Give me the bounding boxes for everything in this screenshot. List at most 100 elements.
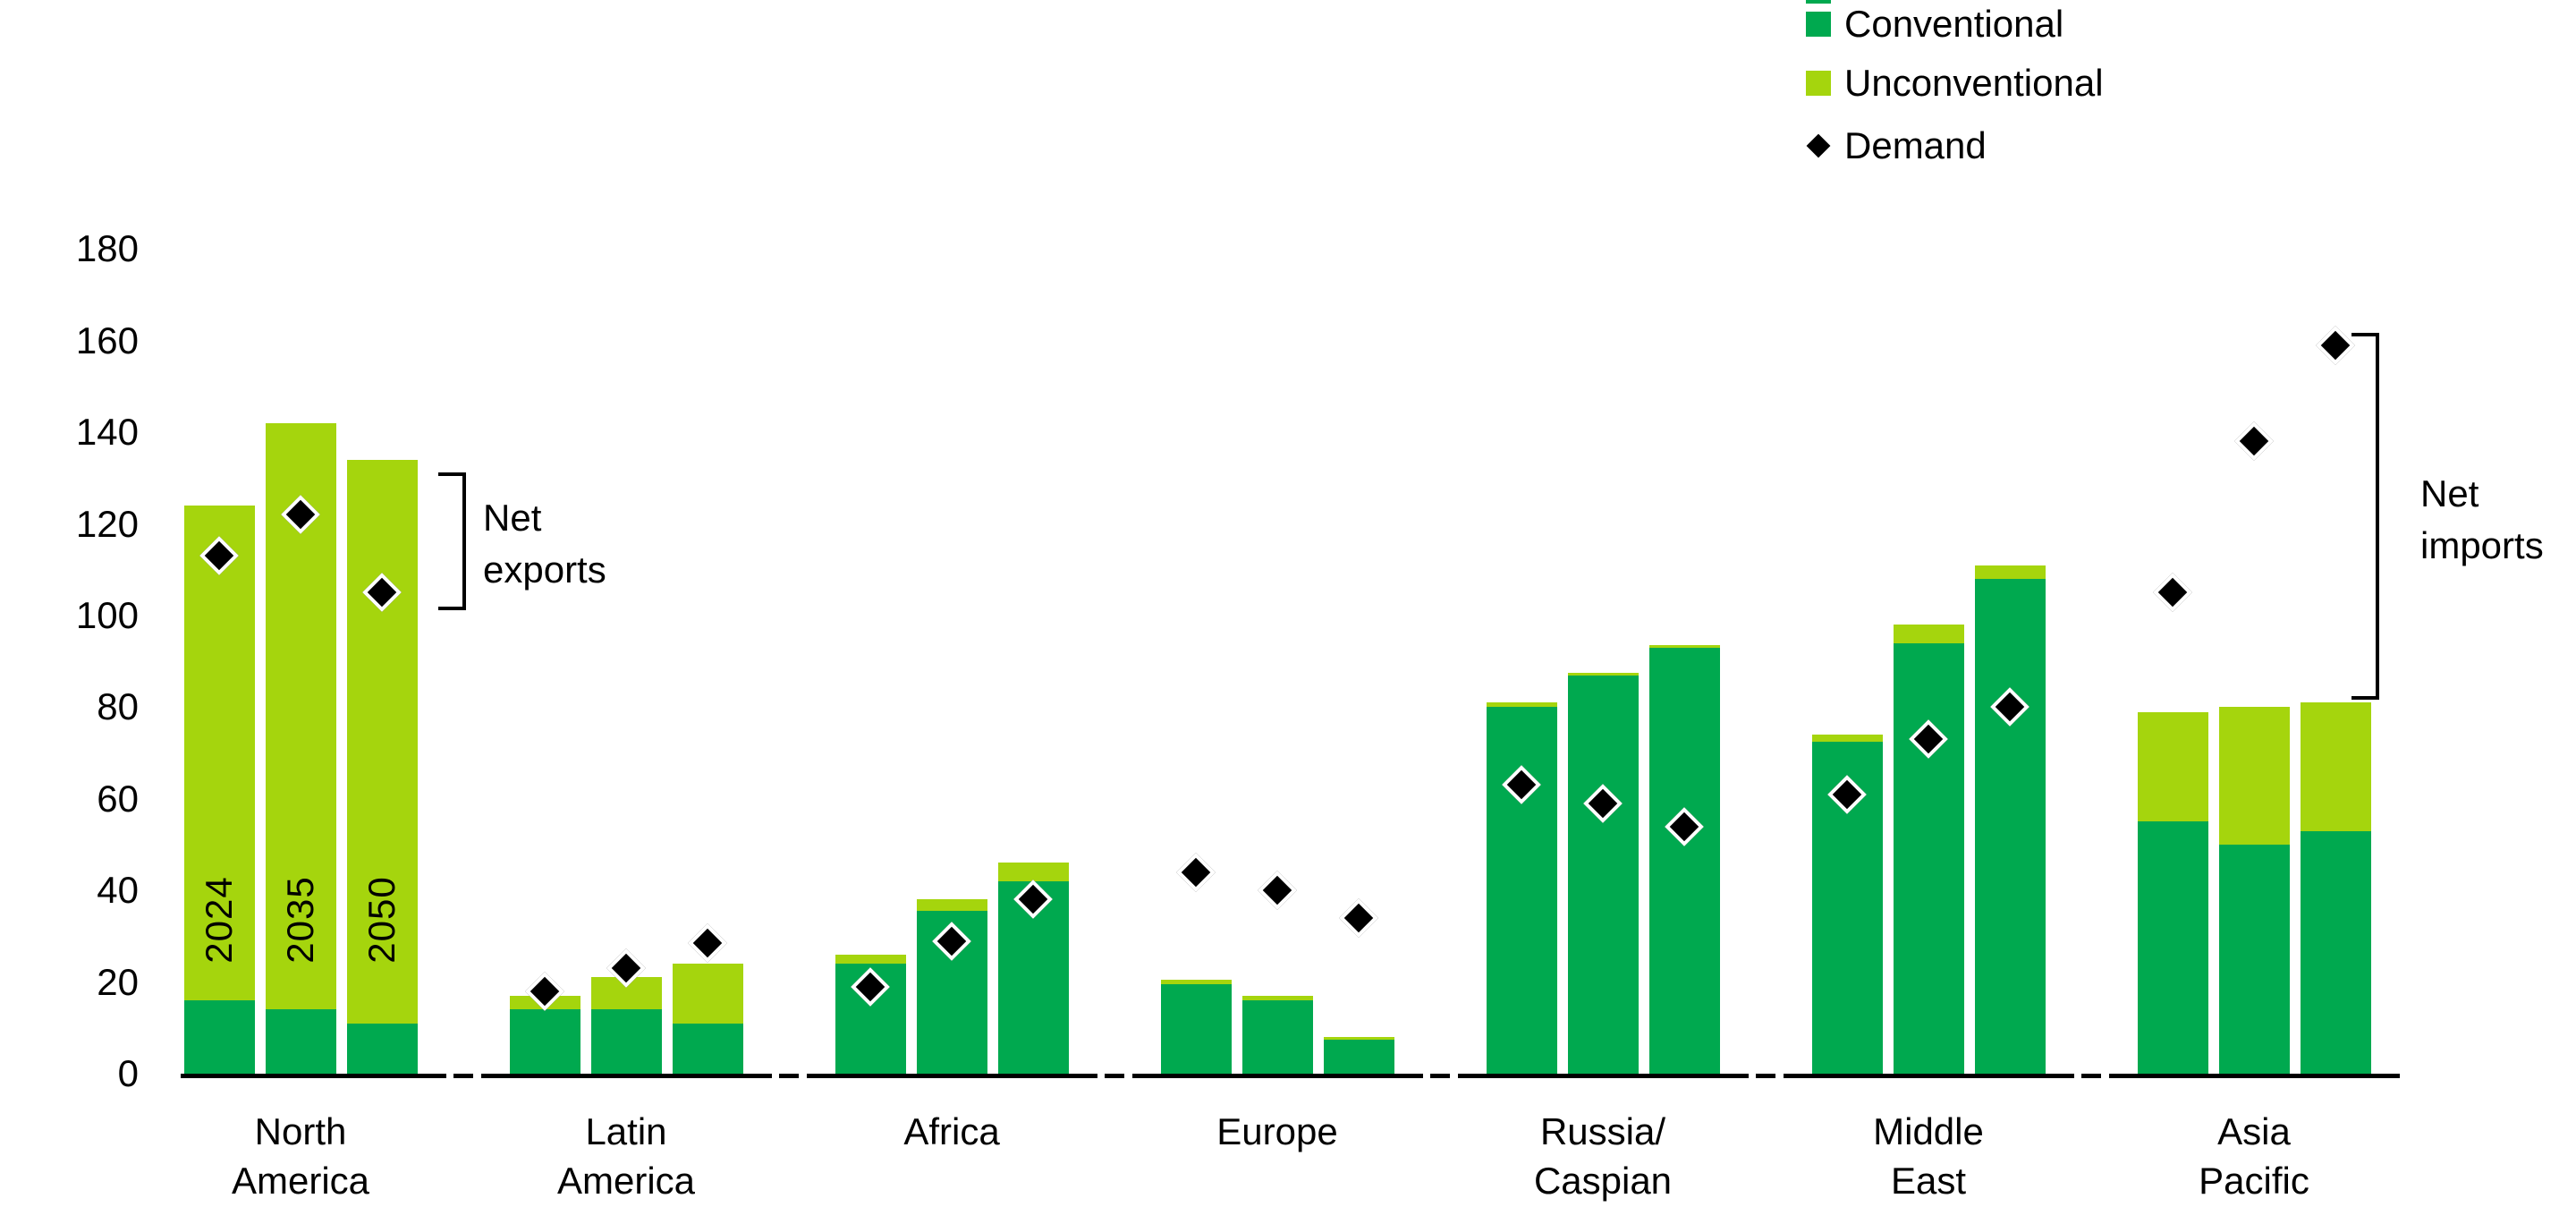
bar-segment-conventional (2218, 845, 2290, 1074)
y-axis-tick-label: 40 (97, 869, 139, 912)
x-axis-category-label-line: Africa (903, 1110, 1000, 1152)
annotation-bracket-vertical (2376, 333, 2379, 701)
demand-marker (1339, 897, 1378, 938)
x-axis-category-label-line: Latin (585, 1110, 667, 1152)
bar-segment-unconventional (2218, 707, 2290, 845)
x-axis-category-label: Russia/Caspian (1424, 1107, 1782, 1205)
y-axis-tick-label: 160 (75, 319, 139, 361)
bar-segment-conventional (2300, 830, 2371, 1074)
x-axis-category-label: Latin America (447, 1107, 805, 1205)
legend-cropped-swatch-sliver (1806, 0, 1831, 4)
x-axis-category-label: Middle East (1750, 1107, 2107, 1205)
bar-segment-unconventional (346, 459, 418, 1024)
x-axis-category-label-line: Europe (1216, 1110, 1338, 1152)
bar-segment-conventional (1974, 579, 2046, 1074)
demand-marker (1258, 871, 1297, 911)
x-axis-category-label: Europe (1098, 1107, 1456, 1156)
bar-segment-unconventional (1811, 735, 1883, 742)
x-axis-dash (2081, 1074, 2101, 1078)
bar-segment-conventional (183, 1000, 255, 1074)
x-axis-segment (1457, 1074, 1749, 1078)
legend-item-label: Unconventional (1844, 62, 2104, 104)
bar-segment-unconventional (1567, 673, 1639, 676)
bar-segment-unconventional (1893, 625, 1964, 643)
x-axis-category-label: Asia Pacific (2075, 1107, 2433, 1205)
bar-segment-unconventional (1323, 1037, 1394, 1040)
bar-segment-conventional (509, 1009, 580, 1074)
legend-swatch-unconventional (1806, 71, 1831, 96)
legend-swatch-conventional (1806, 12, 1831, 37)
x-axis-category-label-line: America (556, 1160, 696, 1202)
bar-segment-unconventional (672, 964, 743, 1024)
bar-segment-unconventional (916, 899, 987, 912)
x-axis-segment (806, 1074, 1097, 1078)
x-axis-category-label-line: East (1890, 1160, 1967, 1202)
legend-demand-diamond (1806, 133, 1831, 158)
x-axis-category-label-line: Pacific (2199, 1160, 2309, 1202)
y-axis-tick-label: 60 (97, 777, 139, 820)
x-axis-category-label-line: America (231, 1160, 370, 1202)
x-axis-category-label-line: Caspian (1533, 1160, 1673, 1202)
x-axis-segment (1131, 1074, 1423, 1078)
bar-segment-conventional (1486, 707, 1557, 1074)
x-axis-category-label-line: Middle (1873, 1110, 1984, 1152)
bar-segment-unconventional (835, 954, 906, 965)
bar-segment-conventional (672, 1023, 743, 1074)
bar-segment-unconventional (2300, 702, 2371, 831)
demand-marker (2316, 325, 2355, 365)
bar-year-label: 2035 (279, 876, 321, 964)
x-axis-dash (779, 1074, 799, 1078)
bar-segment-conventional (1241, 1000, 1313, 1074)
bar-segment-unconventional (1486, 702, 1557, 708)
annotation-text-line: imports (2420, 524, 2544, 566)
bar-year-label: 2024 (198, 876, 240, 964)
x-axis-category-label-line: Asia (2217, 1110, 2291, 1152)
y-axis-tick-label: 180 (75, 227, 139, 270)
annotation-text-line: Net (483, 497, 542, 539)
bar-segment-conventional (590, 1009, 662, 1074)
annotation-bracket-vertical (462, 472, 466, 610)
x-axis-dash (1756, 1074, 1775, 1078)
annotation-text-line: Net (2420, 472, 2479, 514)
x-axis-category-label: Africa (773, 1107, 1131, 1156)
bar-segment-conventional (1323, 1039, 1394, 1074)
annotation-text: Net imports (2420, 468, 2544, 572)
x-axis-segment (2108, 1074, 2400, 1078)
x-axis-segment (1783, 1074, 2074, 1078)
bar-segment-unconventional (2137, 711, 2208, 822)
bar-segment-conventional (2137, 821, 2208, 1074)
bar-segment-conventional (1893, 642, 1964, 1074)
x-axis-category-label-line: Russia/ (1539, 1110, 1666, 1152)
x-axis-dash (1105, 1074, 1124, 1078)
x-axis-category-label: North America (122, 1107, 479, 1205)
bar-segment-conventional (1648, 647, 1720, 1074)
bar-segment-conventional (1567, 675, 1639, 1074)
annotation-bracket-tick-bottom (438, 606, 466, 610)
bar-segment-unconventional (1160, 980, 1232, 985)
y-axis-tick-label: 120 (75, 502, 139, 545)
x-axis-segment (181, 1074, 446, 1078)
demand-marker (2153, 573, 2192, 613)
annotation-bracket-tick-top (438, 472, 466, 476)
bar-segment-unconventional (997, 863, 1069, 881)
x-axis-segment (480, 1074, 772, 1078)
legend-item-label: Conventional (1844, 3, 2064, 45)
bar-segment-conventional (265, 1009, 336, 1074)
annotation-text-line: exports (483, 548, 606, 591)
demand-marker (688, 923, 727, 963)
y-axis-tick-label: 20 (97, 960, 139, 1003)
x-axis-dash (1430, 1074, 1450, 1078)
bar-year-label: 2050 (360, 876, 402, 964)
bar-segment-conventional (346, 1023, 418, 1074)
annotation-bracket-tick-top (2351, 333, 2379, 337)
y-axis-tick-label: 0 (117, 1052, 139, 1094)
bar-segment-unconventional (1648, 645, 1720, 648)
y-axis-tick-label: 100 (75, 594, 139, 636)
demand-marker (2234, 421, 2274, 462)
y-axis-tick-label: 80 (97, 685, 139, 728)
legend-item-label: Demand (1844, 124, 1987, 166)
bar-segment-conventional (1160, 984, 1232, 1074)
annotation-text: Net exports (483, 492, 606, 596)
bar-segment-unconventional (183, 506, 255, 1001)
